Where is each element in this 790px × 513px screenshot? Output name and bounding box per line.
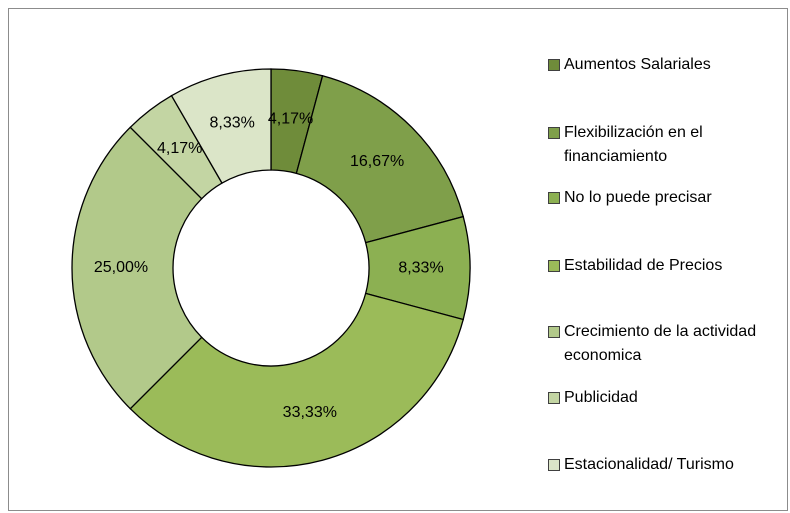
- data-label: 33,33%: [283, 404, 337, 421]
- legend-label: Estabilidad de Precios: [564, 257, 723, 274]
- data-label: 4,17%: [157, 140, 202, 157]
- data-label: 8,33%: [398, 259, 443, 276]
- data-label: 8,33%: [210, 114, 255, 131]
- donut-slice: [71, 126, 203, 410]
- legend-label: Flexibilización en el financiamiento: [564, 124, 703, 165]
- legend-item: Publicidad: [548, 386, 780, 410]
- donut-slice: [170, 68, 272, 185]
- legend-label: No lo puede precisar: [564, 189, 712, 206]
- data-label: 16,67%: [350, 153, 404, 170]
- legend-item: No lo puede precisar: [548, 186, 780, 210]
- donut-slice: [295, 74, 465, 244]
- donut-slice: [129, 292, 465, 468]
- data-label: 25,00%: [94, 259, 148, 276]
- legend-swatch: [548, 59, 560, 71]
- legend-item: Aumentos Salariales: [548, 53, 780, 77]
- legend-item: Flexibilización en el financiamiento: [548, 121, 780, 169]
- legend-item: Crecimiento de la actividad economica: [548, 320, 780, 368]
- legend-swatch: [548, 459, 560, 471]
- legend-swatch: [548, 192, 560, 204]
- legend-swatch: [548, 392, 560, 404]
- legend-swatch: [548, 127, 560, 139]
- legend-label: Aumentos Salariales: [564, 56, 711, 73]
- legend-swatch: [548, 326, 560, 338]
- legend-label: Crecimiento de la actividad economica: [564, 323, 757, 364]
- legend-item: Estacionalidad/ Turismo: [548, 453, 780, 477]
- data-label: 4,17%: [268, 111, 313, 128]
- legend-label: Estacionalidad/ Turismo: [564, 456, 734, 473]
- legend-swatch: [548, 260, 560, 272]
- chart-frame: [8, 8, 788, 511]
- legend-item: Estabilidad de Precios: [548, 254, 780, 278]
- legend-label: Publicidad: [564, 389, 638, 406]
